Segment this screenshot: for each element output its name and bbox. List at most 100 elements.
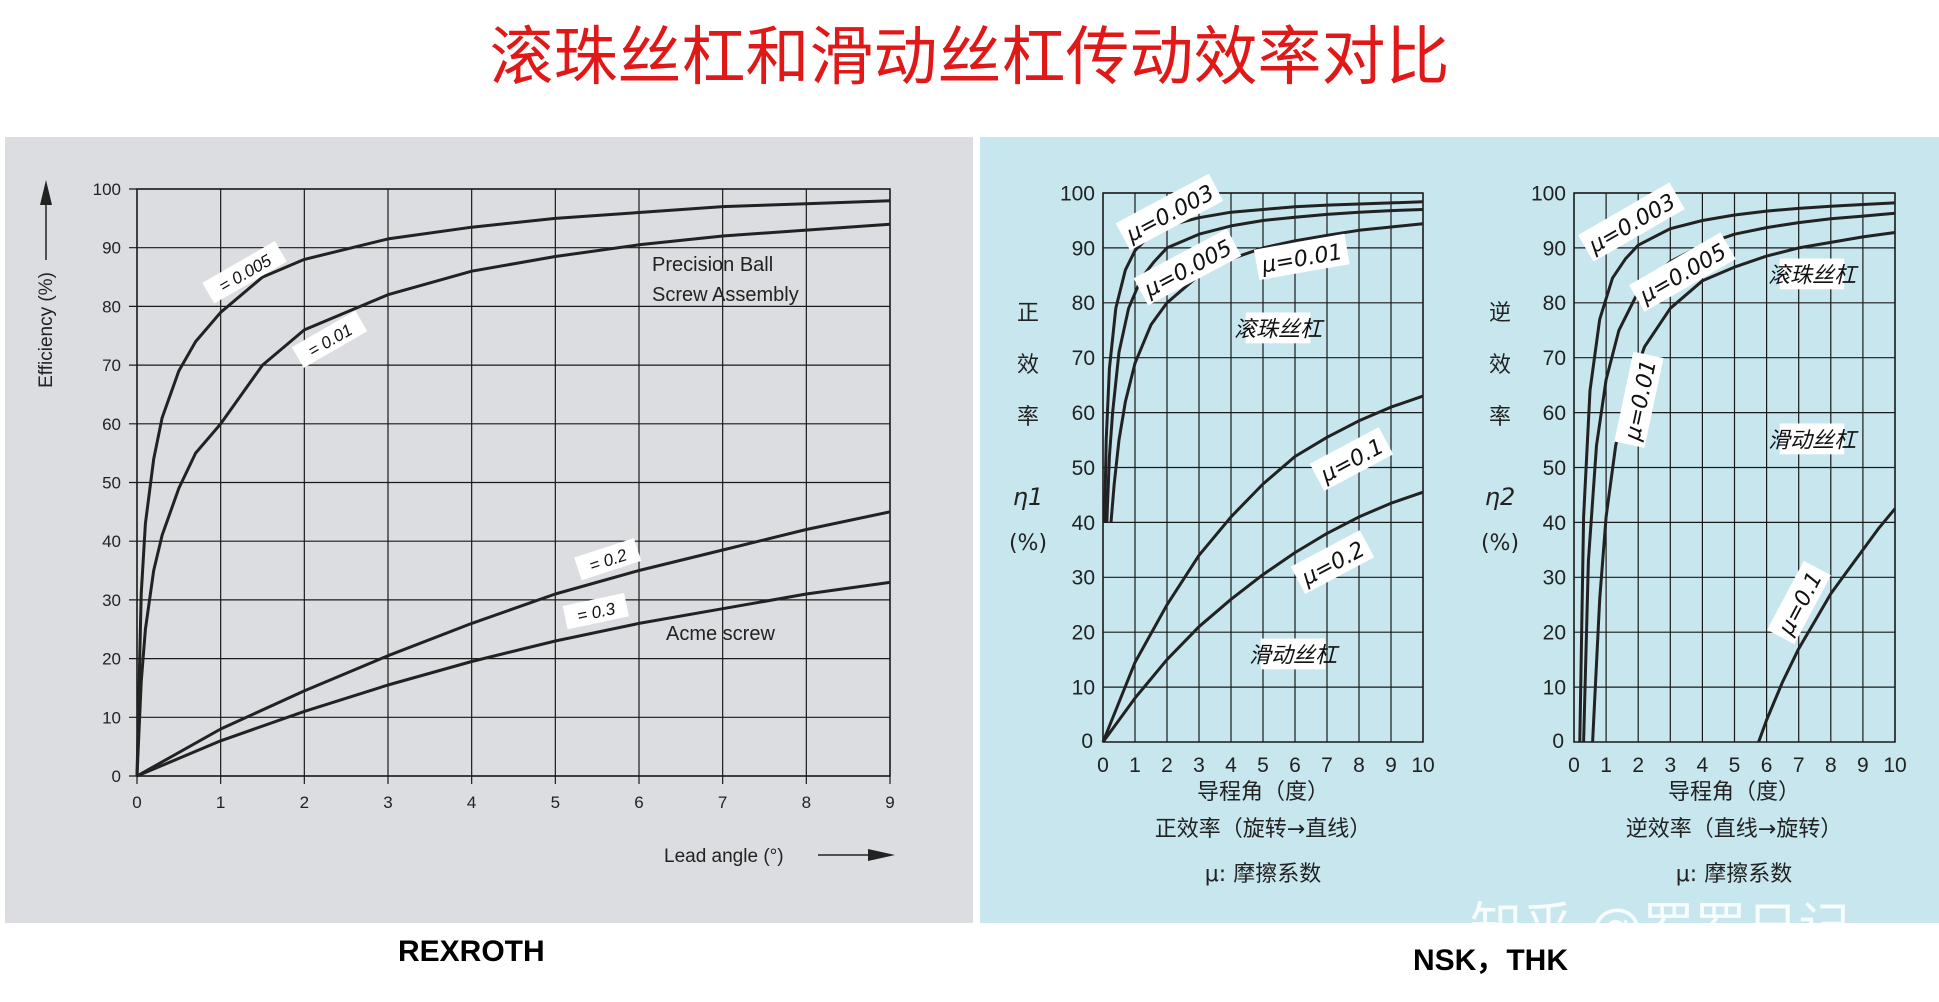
series-label-3-bg — [1309, 427, 1394, 491]
y-zero-label: 0 — [1081, 730, 1093, 753]
y-tick-label: 0 — [112, 767, 121, 786]
series-line-3 — [1101, 394, 1424, 743]
series-label-2-bg — [1253, 233, 1350, 281]
series-line-0 — [135, 199, 891, 777]
y-axis-label-part: 效 — [1489, 353, 1511, 378]
x-tick-label: 0 — [1568, 754, 1580, 777]
series-label-0-bg — [1578, 182, 1685, 262]
y-tick-label: 80 — [1072, 292, 1095, 315]
series-label-2-bg — [574, 538, 642, 581]
y-tick-label: 50 — [1543, 457, 1566, 480]
y-axis-label-part: η2 — [1485, 483, 1515, 511]
y-tick-label: 10 — [102, 708, 121, 727]
series-label-3-bg — [1767, 560, 1831, 645]
x-axis-arrow-head — [868, 849, 895, 861]
x-tick-label: 10 — [1883, 754, 1906, 777]
annotation-ball-screw-text: 滚珠丝杠 — [1768, 264, 1859, 289]
x-tick-label: 1 — [1600, 754, 1612, 777]
series-line-0 — [1578, 201, 1896, 743]
x-tick-label: 3 — [1193, 754, 1205, 777]
series-label-0-bg — [1115, 173, 1224, 251]
y-tick-label: 100 — [1531, 182, 1566, 205]
caption-nsk-thk: NSK，THK — [1413, 944, 1568, 977]
x-tick-label: 8 — [1825, 754, 1837, 777]
x-axis-label: Lead angle (°) — [664, 846, 784, 867]
x-tick-label: 2 — [1161, 754, 1173, 777]
x-tick-label: 7 — [1793, 754, 1805, 777]
y-tick-label: 10 — [1543, 676, 1566, 699]
x-tick-label: 1 — [216, 793, 225, 812]
annotation-screw-assembly: Screw Assembly — [652, 284, 799, 306]
x-tick-label: 9 — [1857, 754, 1869, 777]
y-axis-label-group: Efficiency (%) — [36, 272, 57, 388]
series-label-0-bg — [202, 241, 287, 304]
annotation-sliding-screw-bg — [1260, 638, 1326, 670]
y-tick-label: 70 — [1543, 347, 1566, 370]
x-tick-label: 0 — [132, 793, 141, 812]
annotation-ball-screw-bg — [1779, 258, 1845, 290]
watermark-text: 知乎 @罗罗日记 — [1470, 898, 1851, 958]
x-tick-label: 4 — [1697, 754, 1709, 777]
series-label-4: μ=0.2 — [1290, 530, 1375, 594]
x-tick-label: 8 — [802, 793, 811, 812]
y-axis-label-part: 效 — [1017, 353, 1039, 378]
x-tick-label: 6 — [634, 793, 643, 812]
annotation-ball-screw: 滚珠丝杠 — [1234, 312, 1325, 344]
y-tick-label: 20 — [102, 650, 121, 669]
friction-note: μ: 摩擦系数 — [1676, 862, 1792, 887]
x-tick-label: 1 — [1129, 754, 1141, 777]
y-axis-label-part: 正 — [1017, 301, 1039, 326]
friction-note: μ: 摩擦系数 — [1205, 862, 1321, 887]
y-tick-label: 10 — [1072, 676, 1095, 699]
series-label-0: μ=0.003 — [1578, 182, 1685, 262]
y-tick-label: 40 — [1072, 512, 1095, 535]
annotation-sliding-screw-text: 滑动丝杠 — [1249, 644, 1340, 669]
series-label-0: μ=0.003 — [1115, 173, 1224, 251]
y-axis-label: Efficiency (%) — [36, 272, 57, 388]
y-tick-label: 80 — [1543, 292, 1566, 315]
y-tick-label: 80 — [102, 297, 121, 316]
nsk-thk-chart-panel — [980, 137, 1939, 923]
y-tick-label: 50 — [102, 473, 121, 492]
series-label-1-bg — [291, 310, 368, 368]
x-tick-label: 2 — [1632, 754, 1644, 777]
x-tick-label: 8 — [1353, 754, 1365, 777]
y-axis-label-part: 率 — [1017, 405, 1039, 430]
series-label-4-bg — [1290, 530, 1375, 594]
y-tick-label: 40 — [102, 532, 121, 551]
y-tick-label: 70 — [1072, 347, 1095, 370]
y-axis-label-part: η1 — [1013, 483, 1043, 511]
y-tick-label: 30 — [1072, 567, 1095, 590]
page-title: 滚珠丝杠和滑动丝杠传动效率对比 — [489, 21, 1450, 95]
series-label-1-bg — [1629, 232, 1736, 312]
annotation-sliding-screw-text: 滑动丝杠 — [1768, 429, 1859, 454]
series-line-4 — [1101, 490, 1424, 743]
x-tick-label: 6 — [1761, 754, 1773, 777]
series-label-3: μ=0.1 — [1309, 427, 1394, 491]
y-tick-label: 40 — [1543, 512, 1566, 535]
y-tick-label: 20 — [1072, 622, 1095, 645]
y-tick-label: 20 — [1543, 622, 1566, 645]
annotation-ball-screw: 滚珠丝杠 — [1768, 258, 1859, 290]
x-tick-label: 4 — [467, 793, 476, 812]
caption-rexroth: REXROTH — [398, 935, 545, 968]
x-axis-label: 导程角（度） — [1668, 780, 1800, 805]
series-label-3-bg — [562, 593, 629, 630]
y-axis-label-part: (%) — [1481, 531, 1519, 556]
x-tick-label: 3 — [383, 793, 392, 812]
y-tick-label: 70 — [102, 356, 121, 375]
series-line-2 — [136, 510, 891, 778]
y-tick-label: 90 — [102, 239, 121, 258]
y-tick-label: 30 — [102, 591, 121, 610]
annotation-sliding-screw: 滑动丝杠 — [1768, 423, 1859, 455]
series-line-3 — [1757, 507, 1897, 743]
y-tick-label: 90 — [1543, 237, 1566, 260]
annotation-ball-screw-bg — [1245, 312, 1311, 344]
y-tick-label: 60 — [1543, 402, 1566, 425]
y-tick-label: 50 — [1072, 457, 1095, 480]
annotation-acme-screw: Acme screw — [666, 623, 775, 645]
annotation-sliding-screw-bg — [1779, 423, 1845, 455]
y-axis-arrow-head — [40, 180, 52, 205]
annotation-sliding-screw: 滑动丝杠 — [1249, 638, 1340, 670]
y-tick-label: 100 — [1060, 182, 1095, 205]
